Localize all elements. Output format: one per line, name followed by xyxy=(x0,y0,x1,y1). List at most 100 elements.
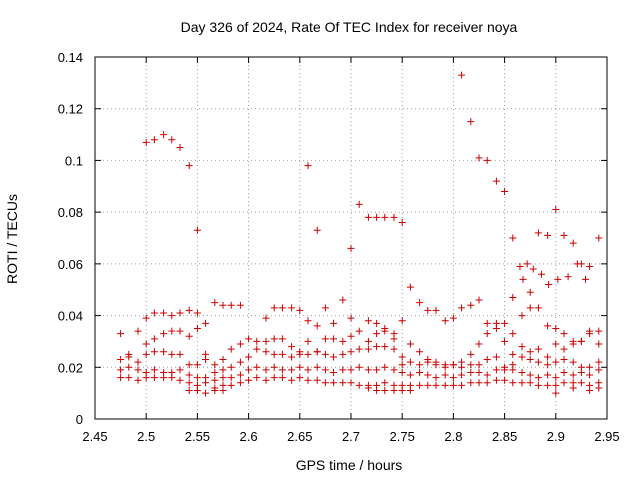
chart-title: Day 326 of 2024, Rate Of TEC Index for r… xyxy=(181,19,518,35)
data-point xyxy=(321,366,329,374)
data-point xyxy=(364,384,372,392)
data-point xyxy=(288,366,296,374)
data-point xyxy=(595,384,603,392)
data-point xyxy=(518,312,526,320)
data-point xyxy=(509,234,517,242)
data-point xyxy=(125,374,133,382)
data-point xyxy=(176,327,184,335)
data-point xyxy=(339,296,347,304)
data-point xyxy=(424,381,432,389)
data-point xyxy=(253,337,261,345)
data-point xyxy=(193,361,201,369)
x-tick-label: 2.65 xyxy=(287,429,312,444)
data-point xyxy=(560,330,568,338)
data-point xyxy=(492,177,500,185)
data-point xyxy=(288,353,296,361)
data-point xyxy=(355,345,363,353)
data-point xyxy=(142,138,150,146)
data-point xyxy=(381,379,389,387)
data-point xyxy=(270,374,278,382)
data-point xyxy=(545,281,553,289)
data-point xyxy=(519,275,527,283)
data-point xyxy=(449,361,457,369)
data-point xyxy=(245,366,253,374)
data-point xyxy=(518,368,526,376)
data-point xyxy=(227,363,235,371)
data-point xyxy=(304,376,312,384)
data-point xyxy=(424,306,432,314)
data-point xyxy=(227,381,235,389)
data-point xyxy=(150,309,158,317)
data-point xyxy=(526,379,534,387)
data-point xyxy=(560,368,568,376)
data-point xyxy=(330,379,338,387)
data-point xyxy=(586,387,594,395)
data-point xyxy=(117,356,125,364)
data-point xyxy=(245,335,253,343)
data-point xyxy=(458,304,466,312)
data-point xyxy=(381,327,389,335)
data-point xyxy=(441,363,449,371)
data-point xyxy=(560,345,568,353)
x-tick-label: 2.95 xyxy=(594,429,619,444)
data-point xyxy=(475,296,483,304)
data-point xyxy=(134,327,142,335)
data-point xyxy=(424,371,432,379)
data-point xyxy=(432,361,440,369)
y-tick-label: 0 xyxy=(76,412,83,427)
data-point xyxy=(552,325,560,332)
data-point xyxy=(373,213,381,221)
data-point xyxy=(390,366,398,374)
data-point xyxy=(150,335,158,343)
data-point xyxy=(544,381,552,389)
data-point xyxy=(321,335,329,343)
data-point xyxy=(390,335,398,343)
data-point xyxy=(560,379,568,387)
data-point xyxy=(211,361,219,369)
y-tick-label: 0.14 xyxy=(58,50,83,65)
x-tick-label: 2.9 xyxy=(547,429,565,444)
data-point xyxy=(355,381,363,389)
data-point xyxy=(176,309,184,317)
data-point xyxy=(176,144,184,151)
data-point xyxy=(560,231,568,239)
data-point xyxy=(227,345,235,353)
data-point xyxy=(475,361,483,369)
data-point xyxy=(278,304,286,312)
data-point xyxy=(518,343,526,351)
data-point xyxy=(321,304,329,312)
data-point xyxy=(117,330,125,338)
data-point xyxy=(142,314,150,322)
data-point xyxy=(185,371,193,379)
data-point xyxy=(185,306,193,314)
data-point xyxy=(483,319,491,327)
data-point xyxy=(236,379,244,387)
data-point xyxy=(236,358,244,366)
data-point xyxy=(168,350,176,358)
data-point xyxy=(577,379,585,387)
data-point xyxy=(509,366,517,374)
data-point xyxy=(270,350,278,358)
data-point xyxy=(117,374,125,382)
data-point xyxy=(398,368,406,376)
data-point xyxy=(424,358,432,366)
data-point xyxy=(449,374,457,382)
data-point xyxy=(296,350,304,358)
data-point xyxy=(304,317,312,325)
data-point xyxy=(398,218,406,226)
data-point xyxy=(270,363,278,371)
y-tick-label: 0.04 xyxy=(58,309,83,324)
data-point xyxy=(211,299,219,307)
data-point xyxy=(262,366,270,374)
data-point xyxy=(347,314,355,322)
data-point xyxy=(475,379,483,387)
y-tick-label: 0.1 xyxy=(65,153,83,168)
data-point xyxy=(483,330,491,338)
data-point xyxy=(509,379,517,387)
x-tick-label: 2.75 xyxy=(390,429,415,444)
data-point xyxy=(160,374,168,382)
data-point xyxy=(398,353,406,361)
data-point xyxy=(526,348,534,356)
data-point xyxy=(406,387,414,395)
data-point xyxy=(193,374,201,382)
